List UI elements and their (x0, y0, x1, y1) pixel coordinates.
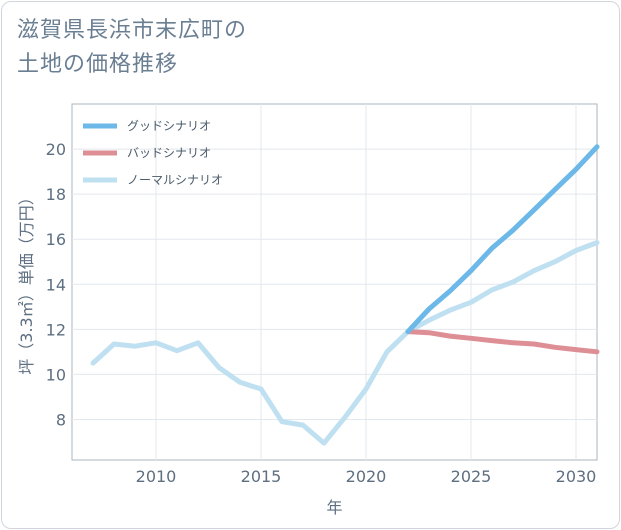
x-axis-label: 年 (326, 498, 342, 517)
y-axis-label: 坪（3.3㎡）単価（万円） (17, 189, 36, 374)
chart-title-line-2: 土地の価格推移 (17, 52, 179, 77)
y-tick-label: 16 (46, 230, 66, 249)
y-tick-label: 18 (46, 185, 66, 204)
series-layer (90, 144, 600, 446)
y-tick-label: 10 (46, 365, 66, 384)
legend-label-normal: ノーマルシナリオ (127, 173, 223, 187)
y-tick-label: 8 (56, 410, 66, 429)
legend-label-bad: バッドシナリオ (127, 146, 211, 160)
x-tick-label: 2030 (556, 467, 597, 486)
legend-label-good: グッドシナリオ (127, 119, 211, 133)
y-tick-label: 12 (46, 320, 66, 339)
chart-title-line-1: 滋賀県長浜市末広町の (17, 18, 248, 43)
x-tick-label: 2025 (451, 467, 492, 486)
x-tick-label: 2010 (136, 467, 177, 486)
y-tick-label: 14 (46, 275, 66, 294)
y-tick-label: 20 (46, 140, 66, 159)
series-line-normal (90, 240, 600, 446)
x-tick-label: 2015 (241, 467, 282, 486)
x-tick-label: 2020 (346, 467, 387, 486)
series-line-bad (405, 329, 600, 355)
grid-lines (72, 104, 597, 460)
series-line-good (405, 144, 600, 335)
x-axis-ticks: 2010 2015 2020 2025 2030 (136, 467, 597, 486)
chart-title: 滋賀県長浜市末広町の 土地の価格推移 (17, 14, 247, 82)
y-axis-ticks: 8 10 12 14 16 18 20 (46, 140, 66, 429)
